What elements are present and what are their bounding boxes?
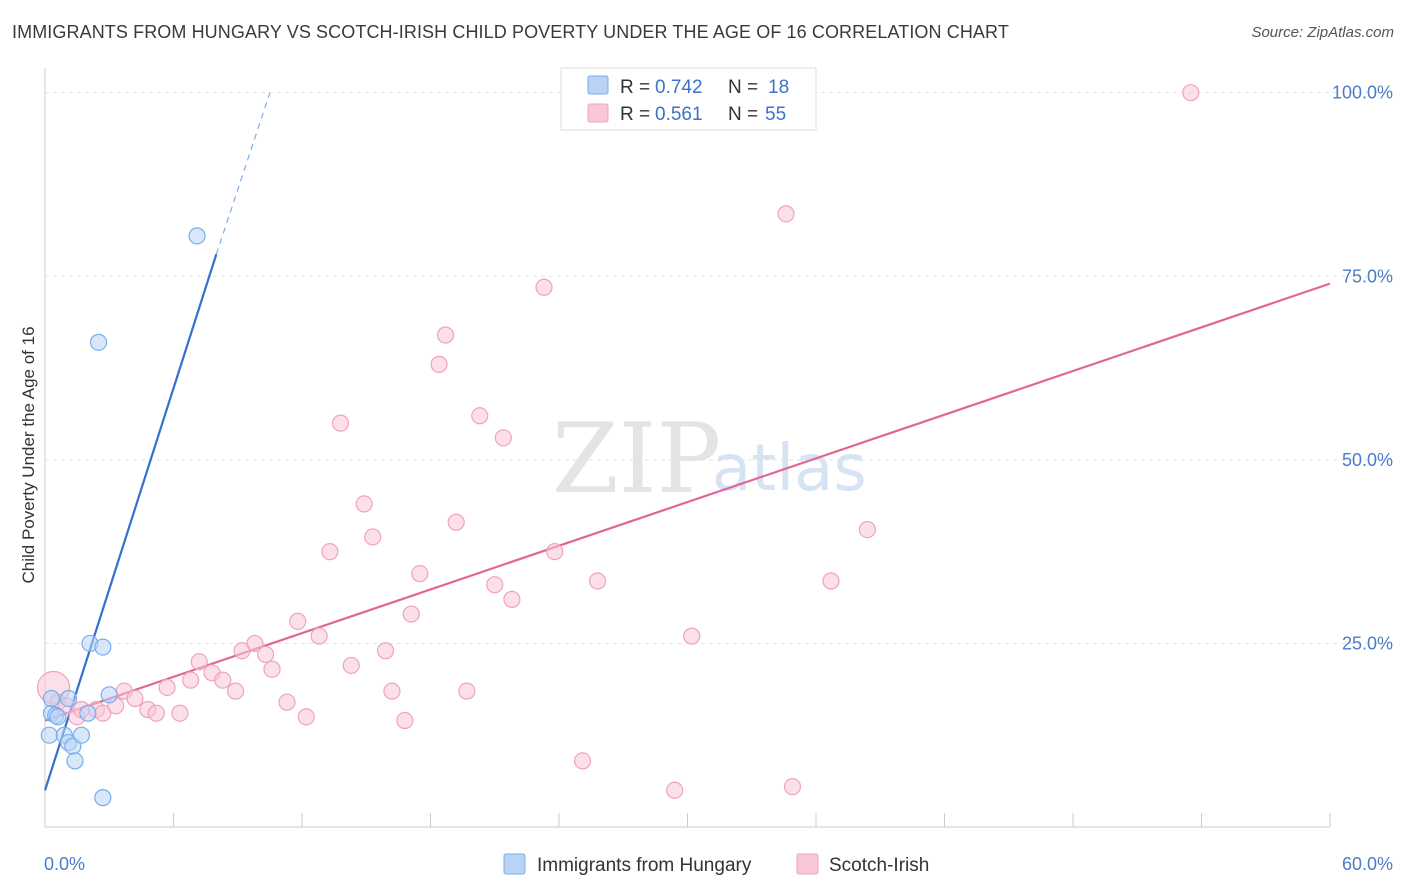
point-scotch-irish-21 bbox=[256, 645, 275, 664]
y-tick-label-1: 50.0% bbox=[1342, 450, 1393, 470]
legend-r-label-scotch-irish: R = bbox=[620, 104, 650, 125]
point-scotch-irish-40 bbox=[458, 682, 476, 700]
point-scotch-irish-55 bbox=[1182, 84, 1200, 102]
point-scotch-irish-28 bbox=[331, 414, 350, 432]
x-tick-min: 0.0% bbox=[44, 854, 85, 874]
watermark-zip: ZIP bbox=[552, 403, 721, 515]
point-scotch-irish-52 bbox=[783, 778, 802, 796]
legend-n-label-hungary: N = bbox=[728, 77, 758, 98]
point-scotch-irish-29 bbox=[342, 656, 360, 675]
point-scotch-irish-33 bbox=[383, 682, 401, 700]
legend-swatch-hungary bbox=[587, 75, 609, 95]
legend-r-value-scotch-irish: 0.561 bbox=[655, 104, 703, 125]
point-hungary-6 bbox=[59, 689, 78, 708]
point-scotch-irish-49 bbox=[666, 781, 684, 799]
legend-r-label-hungary: R = bbox=[620, 77, 650, 98]
point-hungary-13 bbox=[94, 789, 112, 807]
legend-n-label-scotch-irish: N = bbox=[728, 104, 758, 125]
legend-n-value-scotch-irish: 55 bbox=[765, 104, 786, 125]
correlation-legend: R = 0.742 N = 18 R = 0.561 N = 55 bbox=[560, 67, 817, 131]
legend-r-value-hungary: 0.742 bbox=[655, 77, 703, 98]
point-scotch-irish-45 bbox=[535, 278, 553, 296]
point-scotch-irish-11 bbox=[147, 704, 165, 722]
point-scotch-irish-25 bbox=[297, 708, 315, 726]
watermark-atlas: atlas bbox=[712, 432, 867, 506]
series-legend: Immigrants from Hungary Scotch-Irish bbox=[503, 853, 929, 876]
point-scotch-irish-38 bbox=[430, 355, 448, 373]
data-points bbox=[36, 84, 1200, 807]
gridlines bbox=[45, 92, 1392, 644]
y-tick-label-2: 75.0% bbox=[1342, 266, 1393, 286]
point-scotch-irish-32 bbox=[376, 642, 395, 660]
point-scotch-irish-34 bbox=[396, 711, 414, 730]
point-hungary-1 bbox=[40, 726, 58, 744]
point-hungary-15 bbox=[188, 227, 206, 245]
point-scotch-irish-54 bbox=[858, 521, 877, 539]
point-scotch-irish-35 bbox=[402, 605, 420, 623]
point-scotch-irish-20 bbox=[246, 634, 264, 653]
point-hungary-8 bbox=[72, 726, 91, 744]
point-scotch-irish-44 bbox=[503, 590, 521, 608]
chart-title: IMMIGRANTS FROM HUNGARY VS SCOTCH-IRISH … bbox=[12, 22, 1009, 42]
point-scotch-irish-17 bbox=[214, 671, 232, 689]
point-scotch-irish-24 bbox=[289, 612, 307, 630]
y-axis-label: Child Poverty Under the Age of 16 bbox=[19, 326, 38, 583]
source-credit: Source: ZipAtlas.com bbox=[1251, 24, 1394, 41]
trend-line-extension-0 bbox=[215, 92, 271, 255]
point-hungary-14 bbox=[89, 333, 108, 351]
point-scotch-irish-26 bbox=[310, 627, 328, 645]
point-scotch-irish-12 bbox=[158, 678, 176, 697]
legend-n-value-hungary: 18 bbox=[768, 77, 789, 98]
point-scotch-irish-42 bbox=[486, 576, 504, 594]
point-scotch-irish-19 bbox=[233, 642, 251, 660]
point-scotch-irish-18 bbox=[227, 682, 245, 700]
point-hungary-11 bbox=[94, 638, 112, 656]
legend-swatch-scotch-irish bbox=[587, 103, 609, 123]
y-tick-label-3: 100.0% bbox=[1332, 83, 1393, 103]
point-scotch-irish-41 bbox=[471, 407, 489, 425]
bottom-legend-swatch-hungary bbox=[503, 853, 526, 875]
point-scotch-irish-9 bbox=[126, 689, 144, 708]
bottom-legend-swatch-scotch-irish bbox=[796, 853, 819, 875]
bottom-legend-label-hungary: Immigrants from Hungary bbox=[537, 855, 752, 876]
point-scotch-irish-43 bbox=[494, 429, 512, 447]
point-scotch-irish-22 bbox=[263, 660, 281, 678]
point-hungary-9 bbox=[79, 704, 97, 722]
point-scotch-irish-53 bbox=[822, 572, 840, 590]
point-hungary-12 bbox=[100, 686, 118, 704]
x-tick-max: 60.0% bbox=[1342, 854, 1393, 874]
point-scotch-irish-27 bbox=[321, 543, 339, 561]
point-scotch-irish-15 bbox=[190, 653, 208, 671]
point-scotch-irish-14 bbox=[182, 671, 200, 689]
point-scotch-irish-13 bbox=[171, 704, 189, 722]
point-scotch-irish-30 bbox=[355, 495, 373, 513]
x-tick-labels: 0.0% 60.0% bbox=[44, 854, 1393, 874]
watermark: ZIP atlas bbox=[552, 403, 867, 515]
point-scotch-irish-39 bbox=[447, 513, 465, 531]
point-scotch-irish-51 bbox=[777, 205, 795, 223]
point-scotch-irish-50 bbox=[683, 627, 701, 645]
y-tick-labels: 25.0% 50.0% 75.0% 100.0% bbox=[1332, 83, 1393, 654]
point-scotch-irish-36 bbox=[411, 565, 429, 583]
y-tick-label-0: 25.0% bbox=[1342, 633, 1393, 653]
point-scotch-irish-48 bbox=[588, 572, 607, 590]
point-scotch-irish-37 bbox=[436, 326, 455, 344]
point-scotch-irish-47 bbox=[573, 752, 592, 770]
bottom-legend-label-scotch-irish: Scotch-Irish bbox=[829, 855, 929, 876]
point-hungary-16 bbox=[42, 689, 61, 708]
point-scotch-irish-31 bbox=[364, 528, 382, 546]
point-hungary-7 bbox=[66, 752, 84, 770]
point-hungary-17 bbox=[49, 708, 67, 726]
point-scotch-irish-23 bbox=[278, 693, 296, 711]
point-scotch-irish-46 bbox=[546, 543, 564, 561]
